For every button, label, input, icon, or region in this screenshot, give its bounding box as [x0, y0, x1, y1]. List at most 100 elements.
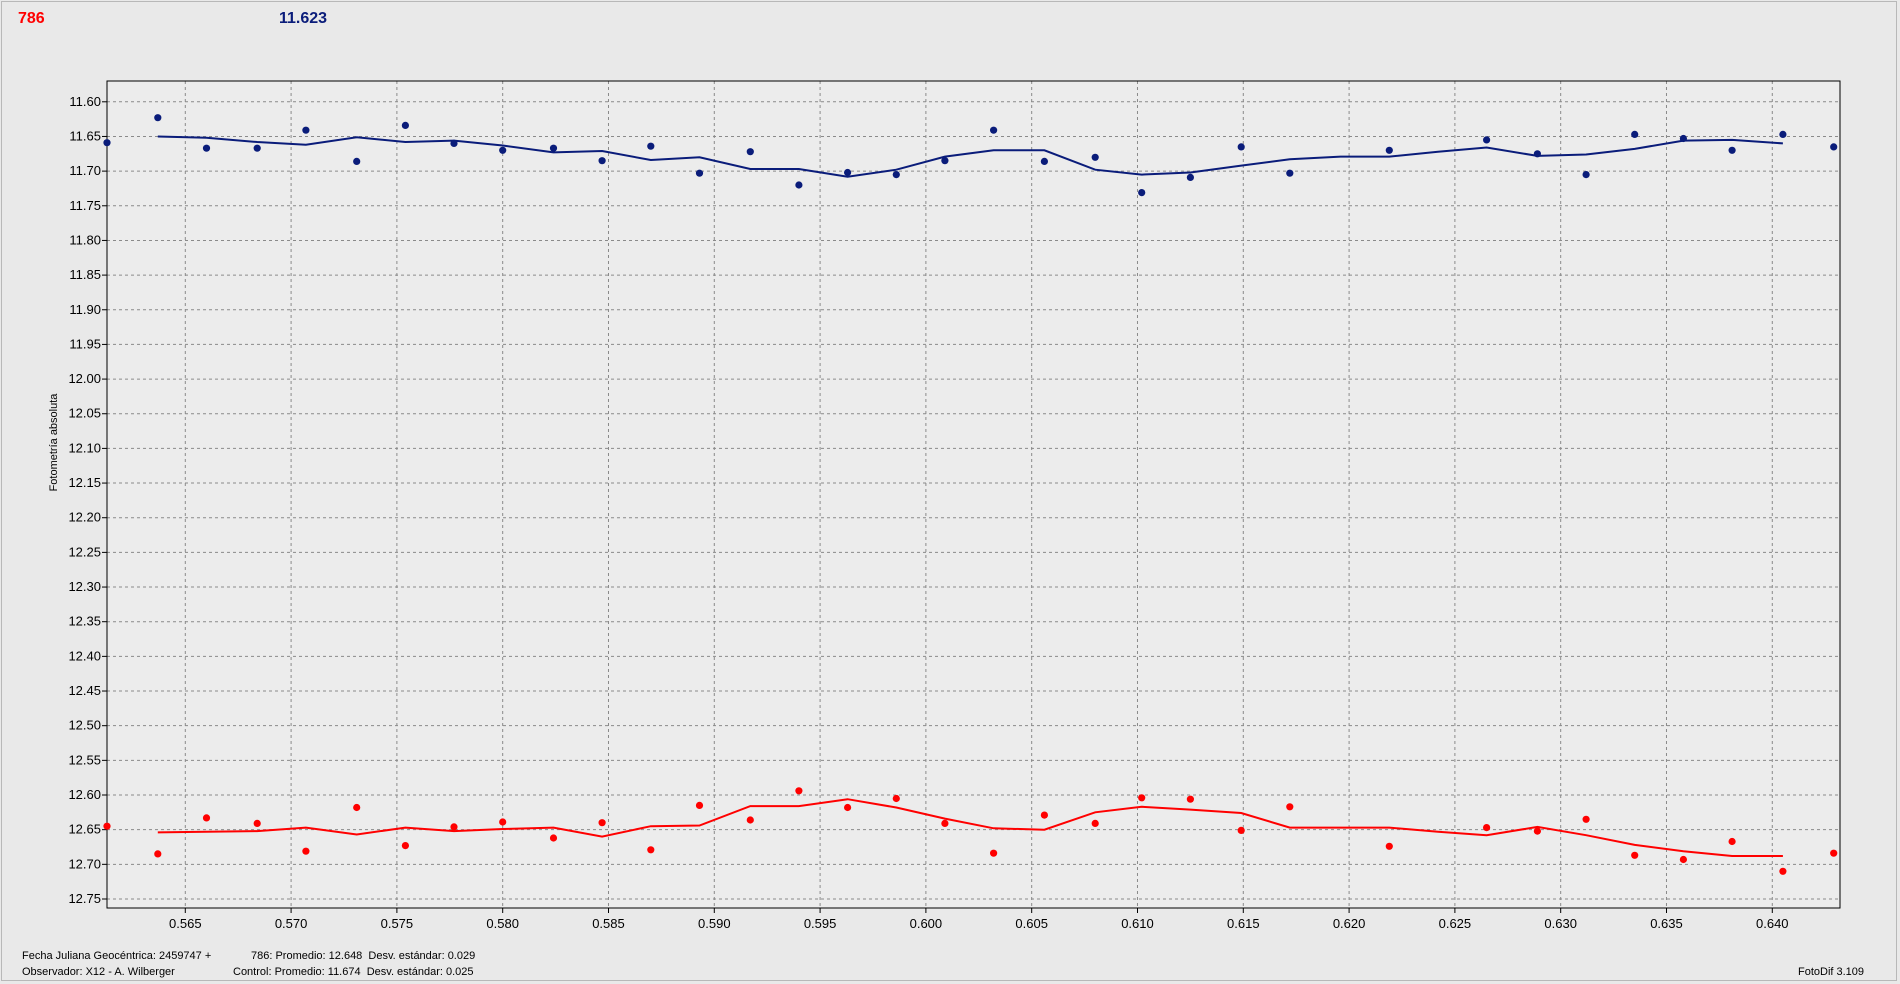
series-1-data-point: [1091, 819, 1099, 828]
control-star-value: 11.623: [279, 10, 328, 27]
series-0-data-point: [1286, 169, 1294, 177]
series-0-data-point: [941, 157, 949, 165]
y-tick-label: 12.00: [68, 371, 101, 386]
x-tick-label: 0.605: [1015, 916, 1048, 931]
series-1-data-point: [1631, 851, 1639, 859]
series-1-data-point: [746, 816, 754, 824]
series-1-data-point: [1483, 824, 1491, 832]
series-0-data-point: [844, 168, 852, 177]
x-tick-label: 0.620: [1333, 916, 1366, 931]
series-0-data-point: [1040, 157, 1048, 165]
series-1-data-point: [1679, 855, 1687, 864]
y-tick-label: 11.80: [69, 232, 101, 247]
series-0-data-point: [103, 139, 111, 147]
series-1-data-point: [103, 822, 111, 830]
series-1-data-point: [598, 819, 606, 827]
x-tick-label: 0.570: [275, 916, 308, 931]
series-1-data-point: [1138, 794, 1146, 802]
series-1-data-point: [154, 850, 162, 858]
series-1-data-point: [1728, 837, 1736, 846]
observer-label: Observador: X12 - A. Wilberger: [22, 966, 175, 978]
plot-area: [107, 81, 1840, 908]
series-1-data-point: [1040, 811, 1048, 819]
y-tick-label: 12.20: [68, 510, 101, 525]
series-1-data-point: [1830, 849, 1838, 857]
series-1-data-point: [795, 787, 803, 795]
y-axis-label: Fotometría absoluta: [48, 393, 60, 492]
y-tick-label: 11.60: [69, 94, 101, 109]
series-1-data-point: [892, 794, 900, 803]
y-tick-label: 12.50: [68, 718, 101, 733]
series-1-data-point: [1286, 803, 1294, 811]
series-0-data-point: [1186, 173, 1194, 181]
y-tick-label: 12.30: [68, 579, 101, 594]
series-0-data-point: [1830, 143, 1838, 151]
series-0-data-point: [892, 171, 900, 179]
series-0-data-point: [154, 114, 162, 122]
series-0-trend-line: [157, 135, 1783, 178]
series-1-data-point: [1385, 842, 1393, 850]
series-1-data-point: [1186, 795, 1194, 803]
series-1-data-point: [401, 842, 409, 850]
series-0-data-point: [1679, 134, 1687, 143]
x-tick-label: 0.590: [698, 916, 731, 931]
y-tick-label: 11.85: [69, 267, 101, 282]
series-1-data-point: [499, 818, 507, 826]
series-0-data-point: [1385, 146, 1393, 154]
series-1-data-point: [302, 847, 310, 855]
y-tick-label: 11.65: [69, 128, 101, 143]
series-1-data-point: [1237, 826, 1245, 835]
y-tick-label: 12.60: [68, 787, 101, 802]
series-0-data-point: [202, 144, 211, 152]
x-tick-label: 0.565: [169, 916, 202, 931]
series-0-data-point: [1779, 130, 1787, 138]
y-tick-label: 12.10: [68, 440, 101, 455]
x-tick-label: 0.625: [1439, 916, 1472, 931]
series-0-data-point: [990, 126, 998, 134]
y-tick-label: 12.05: [68, 406, 101, 421]
y-tick-label: 12.15: [68, 475, 101, 490]
x-tick-label: 0.615: [1227, 916, 1260, 931]
series-0-data-point: [795, 181, 803, 189]
series-0-data-point: [1237, 143, 1245, 151]
x-tick-label: 0.610: [1121, 916, 1154, 931]
y-tick-label: 12.45: [68, 683, 101, 698]
series-1-data-point: [253, 819, 261, 828]
series-1-trend-line: [157, 798, 1783, 857]
series-0-data-point: [647, 142, 655, 150]
series-0-data-point: [1631, 130, 1639, 138]
series-0-data-point: [1091, 153, 1099, 161]
y-tick-label: 12.70: [68, 856, 101, 871]
variable-star-label: 786: [18, 10, 45, 27]
y-tick-label: 11.75: [69, 198, 101, 213]
series-1-data-point: [202, 814, 211, 822]
x-tick-label: 0.600: [910, 916, 943, 931]
variable-stats: 786: Promedio: 12.648 Desv. estándar: 0.…: [251, 950, 476, 962]
series-0-data-point: [1533, 150, 1541, 158]
series-0-data-point: [1483, 136, 1491, 144]
series-1-data-point: [1533, 827, 1541, 835]
series-1-data-point: [1779, 867, 1787, 875]
x-tick-label: 0.635: [1650, 916, 1683, 931]
julian-date-label: Fecha Juliana Geocéntrica: 2459747 +: [22, 950, 212, 962]
series-0-data-point: [695, 169, 704, 177]
series-1-data-point: [353, 803, 361, 812]
series-0-data-point: [353, 157, 361, 165]
y-tick-label: 12.65: [68, 822, 101, 837]
series-0-data-point: [450, 139, 458, 147]
y-tick-label: 12.35: [68, 614, 101, 629]
series-0-data-point: [253, 144, 261, 152]
y-tick-label: 12.55: [68, 752, 101, 767]
series-0-data-point: [549, 144, 558, 152]
series-1-data-point: [1582, 815, 1590, 823]
x-tick-label: 0.630: [1544, 916, 1577, 931]
series-1-data-point: [941, 819, 949, 828]
software-version: FotoDif 3.109: [1798, 966, 1865, 978]
y-tick-label: 11.70: [69, 163, 101, 178]
y-tick-label: 12.25: [68, 544, 101, 559]
y-tick-label: 11.95: [69, 336, 101, 351]
series-1-data-point: [647, 846, 655, 854]
x-tick-label: 0.575: [381, 916, 414, 931]
